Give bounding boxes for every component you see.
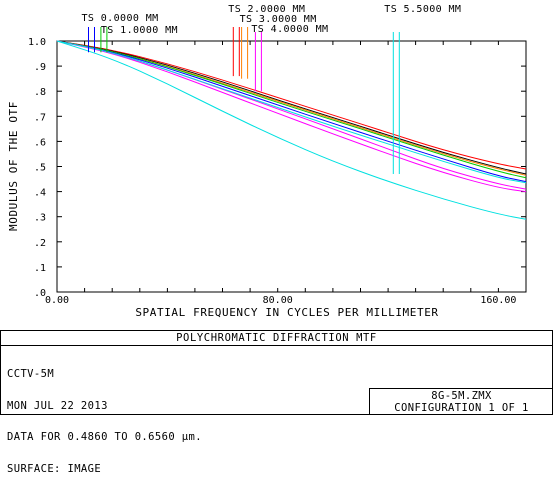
x-tick-label: 0.00	[45, 295, 69, 306]
y-tick-label: .0	[34, 288, 46, 299]
info-block: CCTV-5M MON JUL 22 2013 DATA FOR 0.4860 …	[7, 348, 202, 495]
y-tick-label: .3	[34, 213, 46, 224]
mtf-series-line	[56, 40, 527, 220]
mtf-series-line	[56, 40, 527, 183]
x-tick-label: 80.00	[263, 295, 293, 306]
mtf-series-line	[56, 40, 527, 193]
field-label: TS 4.0000 MM	[251, 24, 328, 35]
y-tick-label: .8	[34, 87, 46, 98]
lens-name: CCTV-5M	[7, 368, 55, 380]
y-tick-label: .9	[34, 62, 46, 73]
date-text: MON JUL 22 2013	[7, 399, 108, 412]
mtf-series-group	[56, 40, 527, 220]
y-tick-label: .7	[34, 112, 46, 123]
wavelength-text: DATA FOR 0.4860 TO 0.6560 µm.	[7, 431, 202, 443]
x-tick-labels: 0.00 80.00 160.00	[45, 295, 517, 306]
y-tick-labels: 1.0 .9 .8 .7 .6 .5 .4 .3 .2 .1 .0	[28, 37, 46, 299]
mtf-series-line	[56, 40, 527, 179]
field-label: TS 3.0000 MM	[240, 14, 317, 25]
footer-title: POLYCHROMATIC DIFFRACTION MTF	[1, 331, 552, 346]
mtf-series-line	[56, 40, 527, 175]
mtf-series-line	[56, 40, 527, 176]
y-tick-label: .6	[34, 137, 46, 148]
x-axis-label: SPATIAL FREQUENCY IN CYCLES PER MILLIMET…	[135, 306, 438, 319]
y-tick-label: .1	[34, 263, 46, 274]
y-tick-label: .5	[34, 163, 46, 174]
mtf-series-line	[56, 40, 527, 190]
y-axis-label: MODULUS OF THE OTF	[7, 101, 20, 231]
grid-ticks	[57, 40, 526, 293]
footer-panel: POLYCHROMATIC DIFFRACTION MTF CCTV-5M MO…	[0, 330, 553, 474]
x-tick-label: 160.00	[480, 295, 516, 306]
field-label: TS 1.0000 MM	[101, 25, 178, 36]
y-tick-label: .4	[34, 188, 46, 199]
field-label: TS 5.5000 MM	[384, 4, 461, 15]
field-label: TS 0.0000 MM	[82, 13, 159, 24]
plot-frame	[56, 40, 527, 293]
file-name: 8G-5M.ZMX	[431, 390, 492, 402]
configuration-text: CONFIGURATION 1 OF 1	[394, 402, 529, 414]
surface-text: SURFACE: IMAGE	[7, 462, 102, 475]
y-tick-label: .2	[34, 238, 46, 249]
mtf-series-line	[56, 40, 527, 184]
field-label: TS 2.0000 MM	[228, 4, 305, 15]
y-tick-label: 1.0	[28, 37, 46, 48]
file-info-box: 8G-5M.ZMX CONFIGURATION 1 OF 1	[369, 388, 553, 415]
mtf-series-line	[56, 40, 527, 170]
